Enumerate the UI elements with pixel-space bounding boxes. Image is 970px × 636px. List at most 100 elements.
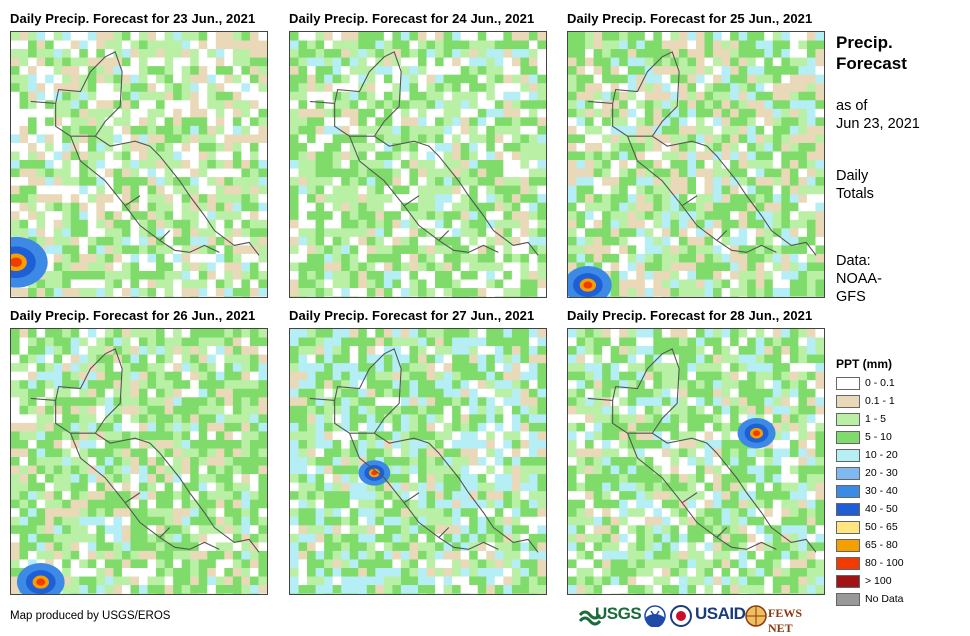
precip-cell <box>401 228 410 237</box>
precip-cell <box>645 83 654 92</box>
precip-cell <box>486 92 495 101</box>
precip-cell <box>520 32 529 41</box>
precip-cell <box>250 517 259 526</box>
precip-cell <box>670 262 679 271</box>
precip-cell <box>367 109 376 118</box>
precip-cell <box>568 160 577 169</box>
precip-cell <box>636 194 645 203</box>
precip-cell <box>307 134 316 143</box>
precip-cell <box>88 406 97 415</box>
precip-cell <box>350 466 359 475</box>
precip-cell <box>333 508 342 517</box>
precip-cell <box>20 466 29 475</box>
precip-cell <box>577 117 586 126</box>
precip-cell <box>88 542 97 551</box>
precip-cell <box>224 329 233 338</box>
precip-cell <box>122 542 131 551</box>
precip-cell <box>37 117 46 126</box>
precip-cell <box>182 211 191 220</box>
precip-cell <box>139 75 148 84</box>
precip-cell <box>20 100 29 109</box>
precip-cell <box>619 117 628 126</box>
precip-cell <box>148 508 157 517</box>
precip-cell <box>299 83 308 92</box>
precip-cell <box>148 143 157 152</box>
precip-cell <box>537 160 546 169</box>
precip-cell <box>173 117 182 126</box>
precip-cell <box>216 211 225 220</box>
precip-cell <box>452 534 461 543</box>
precip-cell <box>756 228 765 237</box>
precip-cell <box>478 423 487 432</box>
forecast-map-4 <box>10 328 268 595</box>
precip-cell <box>333 346 342 355</box>
precip-cell <box>427 559 436 568</box>
precip-cell <box>645 211 654 220</box>
precip-cell <box>190 75 199 84</box>
precip-cell <box>409 338 418 347</box>
precip-cell <box>730 211 739 220</box>
precip-cell <box>156 143 165 152</box>
precip-cell <box>233 92 242 101</box>
precip-cell <box>469 160 478 169</box>
precip-cell <box>409 254 418 263</box>
precip-cell <box>190 346 199 355</box>
precip-cell <box>790 109 799 118</box>
precip-cell <box>224 551 233 560</box>
precip-cell <box>611 100 620 109</box>
precip-cell <box>392 160 401 169</box>
precip-cell <box>316 280 325 289</box>
precip-cell <box>241 280 250 289</box>
precip-cell <box>316 288 325 297</box>
precip-cell <box>88 271 97 280</box>
precip-cell <box>512 466 521 475</box>
precip-cell <box>241 474 250 483</box>
precip-cell <box>20 380 29 389</box>
precip-cell <box>619 49 628 58</box>
precip-cell <box>165 551 174 560</box>
precip-cell <box>503 397 512 406</box>
precip-cell <box>392 559 401 568</box>
precip-cell <box>452 58 461 67</box>
precip-cell <box>520 237 529 246</box>
precip-cell <box>807 143 816 152</box>
precip-cell <box>409 288 418 297</box>
precip-cell <box>503 134 512 143</box>
precip-cell <box>418 117 427 126</box>
precip-cell <box>71 508 80 517</box>
precip-cell <box>645 126 654 135</box>
precip-cell <box>241 143 250 152</box>
precip-cell <box>444 41 453 50</box>
precip-cell <box>11 151 20 160</box>
precip-cell <box>165 568 174 577</box>
precip-cell <box>37 109 46 118</box>
precip-cell <box>764 228 773 237</box>
precip-cell <box>375 237 384 246</box>
precip-cell <box>367 534 376 543</box>
precip-cell <box>444 100 453 109</box>
precip-cell <box>687 75 696 84</box>
precip-cell <box>122 517 131 526</box>
precip-cell <box>190 551 199 560</box>
precip-cell <box>316 203 325 212</box>
precip-cell <box>520 66 529 75</box>
precip-cell <box>139 355 148 364</box>
precip-cell <box>71 211 80 220</box>
precip-cell <box>165 151 174 160</box>
precip-cell <box>798 58 807 67</box>
precip-cell <box>798 143 807 152</box>
precip-cell <box>199 329 208 338</box>
precip-cell <box>324 109 333 118</box>
precip-cell <box>401 448 410 457</box>
precip-cell <box>409 414 418 423</box>
precip-cell <box>156 500 165 509</box>
precip-cell <box>316 542 325 551</box>
precip-cell <box>807 228 816 237</box>
precip-cell <box>722 169 731 178</box>
precip-cell <box>173 100 182 109</box>
precip-cell <box>45 423 54 432</box>
precip-cell <box>537 406 546 415</box>
precip-cell <box>384 406 393 415</box>
precip-cell <box>619 58 628 67</box>
precip-cell <box>173 75 182 84</box>
